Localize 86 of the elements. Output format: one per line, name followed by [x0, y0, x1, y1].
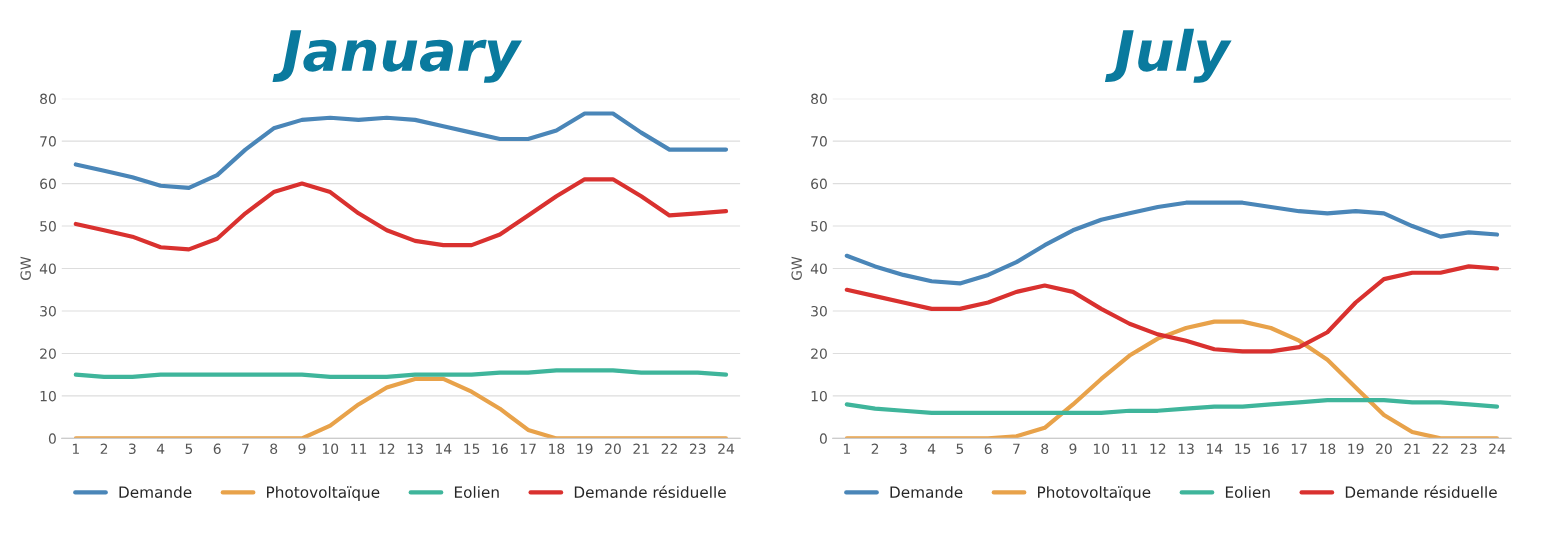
- x-tick-label: 19: [1348, 443, 1364, 455]
- line-series: [844, 264, 1500, 354]
- legend-label: Demande résiduelle: [574, 485, 726, 498]
- y-tick-label: 20: [40, 348, 56, 359]
- y-tick-label: 50: [811, 221, 827, 232]
- y-tick-label: 30: [40, 305, 56, 317]
- x-tick-label: 12: [1150, 443, 1166, 454]
- line-series: [73, 111, 729, 190]
- x-tick-label: 17: [520, 443, 536, 454]
- x-tick-label: 18: [549, 443, 565, 455]
- legend-label: Demande: [890, 486, 963, 498]
- x-tick-label: 23: [1460, 443, 1477, 455]
- y-axis-title: GW: [20, 256, 31, 280]
- x-tick-label: 24: [1489, 443, 1506, 454]
- x-tick-label: 24: [718, 443, 735, 454]
- x-tick-label: 13: [1178, 443, 1194, 455]
- x-tick-label: 2: [871, 443, 879, 454]
- y-tick-label: 10: [40, 390, 56, 402]
- y-tick-label: 80: [40, 93, 56, 105]
- x-tick-label: 23: [689, 443, 706, 455]
- x-tick-label: 15: [464, 443, 480, 455]
- x-tick-label: 10: [1093, 443, 1110, 455]
- y-tick-label: 40: [39, 263, 56, 274]
- y-tick-label: 10: [811, 390, 827, 402]
- x-tick-label: 11: [1122, 443, 1138, 454]
- line-series: [73, 177, 729, 252]
- x-tick-label: 9: [1069, 443, 1077, 455]
- y-tick-label: 60: [811, 178, 827, 190]
- y-tick-label: 20: [811, 348, 827, 359]
- x-tick-label: 19: [577, 443, 593, 455]
- x-tick-label: 20: [605, 443, 621, 455]
- y-tick-label: 40: [810, 263, 827, 274]
- legend-label: Demande: [119, 486, 192, 498]
- y-tick-label: 70: [811, 136, 827, 147]
- chart-title: January: [272, 30, 523, 83]
- x-tick-label: 1: [72, 443, 79, 454]
- y-tick-label: 80: [811, 93, 827, 105]
- legend-label: Demande résiduelle: [1345, 485, 1497, 498]
- legend-label: Photovoltaïque: [267, 486, 380, 501]
- y-tick-label: 0: [819, 433, 827, 444]
- x-tick-label: 11: [351, 443, 367, 454]
- y-tick-label: 60: [40, 178, 56, 190]
- x-tick-label: 7: [1013, 443, 1020, 454]
- x-tick-label: 2: [100, 443, 108, 454]
- y-tick-label: 70: [40, 136, 56, 147]
- line-series: [844, 200, 1500, 286]
- x-tick-label: 5: [956, 443, 964, 455]
- x-tick-label: 13: [407, 443, 423, 455]
- y-tick-label: 30: [811, 305, 827, 317]
- x-tick-label: 12: [379, 443, 395, 454]
- x-tick-label: 14: [436, 443, 452, 454]
- line-series: [844, 319, 1500, 439]
- x-tick-label: 8: [270, 443, 278, 455]
- line-series: [73, 376, 729, 439]
- x-tick-label: 21: [1404, 443, 1420, 454]
- x-tick-label: 6: [984, 443, 992, 455]
- x-tick-label: 5: [185, 443, 193, 455]
- x-tick-label: 22: [661, 443, 677, 454]
- y-tick-label: 50: [40, 221, 56, 232]
- legend-label: Photovoltaïque: [1038, 486, 1151, 501]
- x-tick-label: 17: [1291, 443, 1307, 454]
- x-tick-label: 3: [900, 443, 907, 455]
- x-tick-label: 10: [322, 443, 339, 455]
- x-tick-label: 16: [492, 443, 508, 455]
- x-tick-label: 14: [1207, 443, 1223, 454]
- line-series: [844, 398, 1500, 416]
- x-tick-label: 22: [1432, 443, 1448, 454]
- x-tick-label: 21: [633, 443, 649, 454]
- x-tick-label: 16: [1263, 443, 1279, 455]
- x-tick-label: 6: [213, 443, 221, 455]
- x-tick-label: 20: [1376, 443, 1392, 455]
- y-tick-label: 0: [48, 433, 56, 444]
- chart-title: July: [1104, 28, 1232, 83]
- x-tick-label: 15: [1235, 443, 1251, 455]
- line-series: [73, 368, 729, 379]
- x-tick-label: 18: [1320, 443, 1336, 455]
- x-tick-label: 4: [927, 443, 936, 454]
- x-tick-label: 4: [156, 443, 165, 454]
- legend-label: Eolien: [1225, 486, 1270, 498]
- x-tick-label: 7: [242, 443, 249, 454]
- x-tick-label: 3: [129, 443, 136, 455]
- x-tick-label: 1: [843, 443, 850, 454]
- y-axis-title: GW: [791, 256, 802, 280]
- x-tick-label: 8: [1041, 443, 1049, 455]
- legend-label: Eolien: [454, 486, 499, 498]
- x-tick-label: 9: [298, 443, 306, 455]
